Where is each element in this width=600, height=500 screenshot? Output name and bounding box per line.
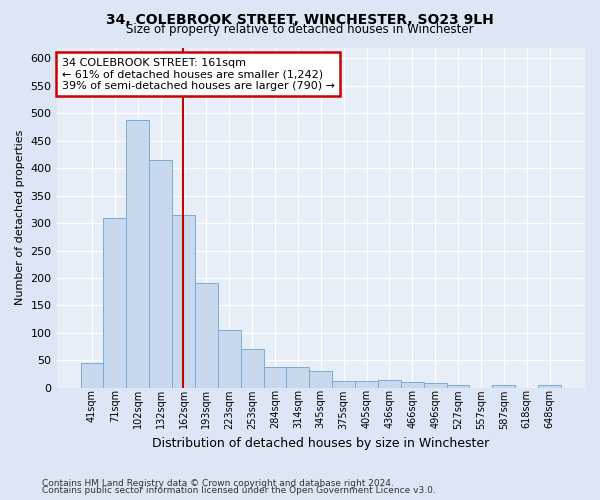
Text: Size of property relative to detached houses in Winchester: Size of property relative to detached ho… (126, 22, 474, 36)
Bar (446, 385, 469, 388)
Text: 34, COLEBROOK STREET, WINCHESTER, SO23 9LH: 34, COLEBROOK STREET, WINCHESTER, SO23 9… (106, 12, 494, 26)
Bar (80, 362, 103, 388)
Bar (172, 215, 195, 388)
Bar (378, 380, 401, 388)
Bar (127, 120, 149, 388)
Text: Contains public sector information licensed under the Open Government Licence v3: Contains public sector information licen… (42, 486, 436, 495)
Bar (493, 385, 515, 388)
Bar (263, 367, 286, 388)
Text: 34 COLEBROOK STREET: 161sqm
← 61% of detached houses are smaller (1,242)
39% of : 34 COLEBROOK STREET: 161sqm ← 61% of det… (62, 58, 335, 91)
X-axis label: Distribution of detached houses by size in Winchester: Distribution of detached houses by size … (152, 437, 490, 450)
Bar (538, 385, 561, 388)
Bar (401, 382, 424, 388)
Bar (241, 350, 263, 388)
Bar (310, 372, 332, 388)
Bar (218, 330, 241, 388)
Bar (355, 381, 378, 388)
Bar (195, 284, 218, 388)
Text: Contains HM Land Registry data © Crown copyright and database right 2024.: Contains HM Land Registry data © Crown c… (42, 478, 394, 488)
Bar (149, 160, 172, 388)
Bar (103, 218, 127, 388)
Bar (424, 384, 446, 388)
Bar (286, 367, 310, 388)
Y-axis label: Number of detached properties: Number of detached properties (15, 130, 25, 306)
Bar (332, 381, 355, 388)
